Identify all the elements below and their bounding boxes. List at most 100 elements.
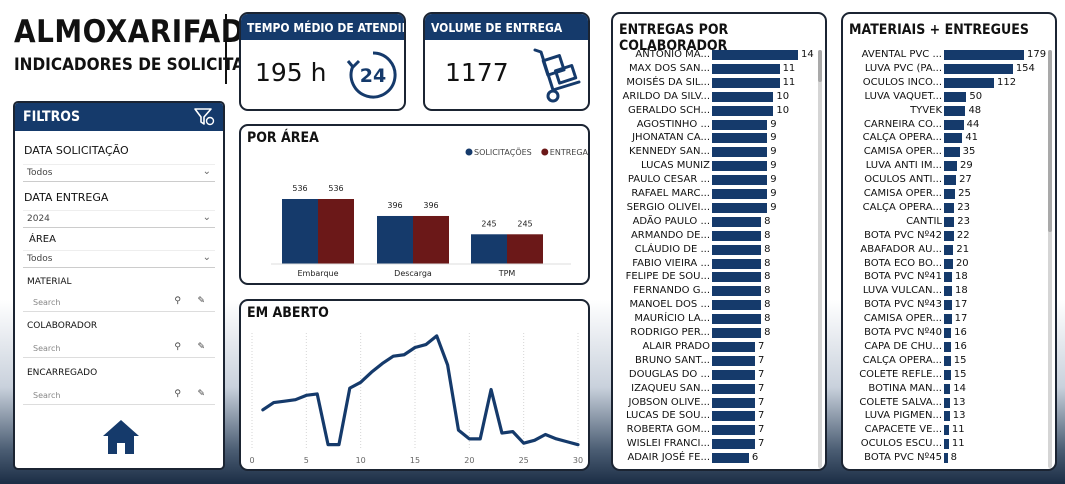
bar-value: 29 (959, 160, 973, 172)
materiais-scrollbar[interactable] (1048, 50, 1052, 468)
search-icon[interactable]: ⚲ (174, 296, 181, 306)
bar (712, 230, 762, 241)
bar-value: 7 (758, 354, 765, 366)
bar-row: GERALDO SCH... 10 (613, 104, 813, 117)
bar-label: OCULOS INCO... (862, 76, 942, 88)
bar-label: CLÁUDIO DE ... (634, 243, 710, 255)
bar (944, 77, 995, 88)
bar (712, 189, 768, 199)
bar-value: 18 (955, 285, 968, 297)
bar-value: 23 (957, 201, 970, 213)
filter-area-select[interactable]: Todos ⌄ (23, 250, 215, 268)
bar-row: CAPACETE VE... 11 (843, 423, 1043, 436)
materiais-scrollbar-thumb[interactable] (1048, 50, 1052, 232)
bar-value-Embarque-1: 536 (328, 184, 343, 193)
bar-label: WISLEI FRANCI... (626, 438, 710, 450)
bar-value: 41 (965, 132, 979, 144)
bar-value: 11 (951, 424, 965, 436)
bar-value: 14 (801, 49, 814, 60)
bar-label: BOTINA MAN... (868, 382, 942, 394)
bar (944, 91, 967, 102)
filter-colaborador-search[interactable]: Search ⚲ ✎ (23, 340, 215, 358)
filter-material-placeholder: Search (33, 298, 61, 307)
bar-label: GERALDO SCH... (628, 104, 710, 116)
bar-value: 7 (758, 438, 765, 450)
bar (944, 314, 952, 325)
bar-value: 8 (764, 229, 771, 241)
bar-row: BOTA ECO BO... 20 (843, 257, 1043, 270)
bar-label: CAPACETE VE... (864, 424, 942, 436)
eraser-icon[interactable]: ✎ (197, 296, 205, 306)
bar-value: 6 (751, 452, 759, 464)
x-tick-3: 15 (410, 456, 420, 465)
filter-data-solicitacao-label: DATA SOLICITAÇÃO (24, 144, 129, 157)
bar-label: AVENTAL PVC ... (861, 49, 942, 60)
bar-row: JHONATAN CA... 9 (613, 131, 813, 144)
bar-label: COLETE SALVA... (859, 396, 942, 408)
bar-label: JHONATAN CA... (632, 132, 710, 144)
bar-value: 8 (764, 313, 771, 325)
bar (712, 105, 774, 116)
filter-data-solicitacao-select[interactable]: Todos ⌄ (23, 164, 215, 182)
filters-title: FILTROS (23, 109, 81, 125)
bar-label: OCULOS ESCU... (860, 438, 942, 450)
bar-row: FERNANDO G... 8 (613, 284, 813, 297)
bar-row: FELIPE DE SOU... 8 (613, 270, 813, 283)
filter-data-entrega-select[interactable]: 2024 ⌄ (23, 210, 215, 228)
bar (944, 133, 963, 144)
bar-row: KENNEDY SAN... 9 (613, 145, 813, 158)
bar-row: ALAIR PRADO 7 (613, 340, 813, 353)
bar-value: 8 (764, 243, 771, 255)
bar (944, 425, 949, 436)
bar-row: FABIO VIEIRA ... 8 (613, 257, 813, 270)
bar-row: CAMISA OPER... 17 (843, 312, 1043, 325)
bar-row: CAMISA OPER... 25 (843, 187, 1043, 200)
bar-value: 7 (758, 382, 765, 394)
bar-value: 7 (758, 424, 765, 436)
bar (712, 328, 762, 338)
bar-value-Embarque-0: 536 (292, 184, 307, 193)
bar-TPM-1 (507, 234, 543, 264)
bar-row: MAX DOS SAN... 11 (613, 62, 813, 75)
bar (712, 244, 762, 255)
bar (712, 272, 762, 283)
colab-scrollbar-thumb[interactable] (818, 50, 822, 82)
colab-scrollbar[interactable] (818, 50, 822, 468)
search-icon[interactable]: ⚲ (174, 342, 181, 352)
bar (712, 300, 762, 311)
bar-row: RAFAEL MARC... 9 (613, 187, 813, 200)
bar-value: 179 (1027, 49, 1047, 60)
bar-row: CALÇA OPERA... 41 (843, 131, 1043, 144)
clear-filter-icon[interactable] (193, 107, 215, 131)
bar-value: 8 (764, 257, 771, 269)
kpi-volume-card: VOLUME DE ENTREGA 1177 (423, 12, 590, 111)
bar-value: 13 (952, 410, 966, 422)
bar-value: 44 (966, 118, 980, 130)
bar-value: 11 (782, 76, 796, 88)
filter-material-search[interactable]: Search ⚲ ✎ (23, 294, 215, 312)
bar (944, 341, 952, 352)
bar-label: KENNEDY SAN... (629, 146, 710, 158)
eraser-icon[interactable]: ✎ (197, 342, 205, 352)
bar (944, 244, 954, 255)
por-area-chart: SOLICITAÇÕES ENTREGAS 536 536 Embarque 396 396… (271, 146, 588, 278)
bar-value: 11 (951, 438, 965, 450)
bar-row: ARMANDO DE... 8 (613, 229, 813, 242)
bar-value: 13 (952, 396, 966, 408)
bar-label: LUVA PVC (PA... (864, 62, 942, 74)
bar-value: 9 (770, 160, 777, 172)
bar-label: MANOEL DOS ... (629, 299, 710, 311)
bar (712, 175, 768, 186)
filter-data-solicitacao-value: Todos (27, 168, 53, 178)
bar-label: CARNEIRA CO... (863, 118, 942, 130)
search-icon[interactable]: ⚲ (174, 389, 181, 399)
bar-value: 8 (764, 285, 771, 297)
bar-row: OCULOS ANTI... 27 (843, 173, 1043, 186)
bar-value: 16 (954, 327, 967, 338)
bar-row: AGOSTINHO ... 9 (613, 118, 813, 131)
bar-label: CALÇA OPERA... (862, 201, 942, 213)
eraser-icon[interactable]: ✎ (197, 389, 205, 399)
filter-encarregado-search[interactable]: Search ⚲ ✎ (23, 387, 215, 405)
home-icon[interactable] (101, 418, 141, 460)
bar-value: 7 (758, 410, 765, 422)
